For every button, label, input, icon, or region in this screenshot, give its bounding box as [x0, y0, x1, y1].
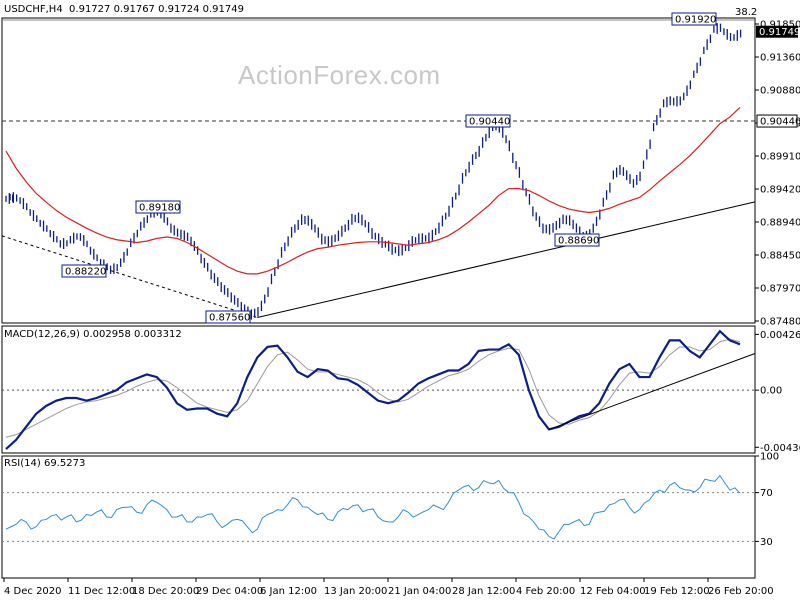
price-y-tick-label: 0.87480 [760, 317, 800, 328]
macd-y-tick-label: 0.00 [760, 386, 782, 397]
price-annotation-label: 0.91920 [675, 15, 716, 26]
price-y-tick-label: 0.88940 [760, 218, 800, 229]
rsi-line [5, 474, 741, 540]
price-y-tick-label: 0.89420 [760, 185, 800, 196]
price-falling-trendline [1, 235, 258, 319]
price-support-trendline [257, 201, 756, 319]
rsi-y-tick-label: 100 [760, 452, 779, 463]
rsi-panel-title: RSI(14) 69.5273 [4, 458, 86, 469]
price-y-tick-label: 0.89910 [760, 152, 800, 163]
price-y-tick-label: 0.88450 [760, 251, 800, 262]
x-tick-label: 12 Feb 04:00 [580, 586, 646, 597]
x-tick-label: 18 Dec 20:00 [132, 586, 199, 597]
rsi-y-tick-label: 30 [760, 537, 773, 548]
x-tick-label: 26 Feb 20:00 [708, 586, 774, 597]
price-chart-title: USDCHF,H4 0.91727 0.91767 0.91724 0.9174… [4, 4, 244, 15]
x-tick-label: 29 Dec 04:00 [196, 586, 263, 597]
current-price-tag [756, 25, 798, 38]
level-axis-tag-label: 0.90440 [760, 117, 800, 128]
watermark: ActionForex.com [238, 60, 441, 90]
price-annotation-box [465, 114, 511, 128]
macd-panel-title: MACD(12,26,9) 0.002958 0.003312 [4, 329, 182, 340]
x-tick-label: 4 Feb 20:00 [516, 586, 575, 597]
x-tick-label: 19 Feb 12:00 [644, 586, 710, 597]
price-annotation-label: 0.88220 [65, 267, 106, 278]
x-tick-label: 21 Jan 04:00 [388, 586, 451, 597]
x-tick-label: 11 Dec 12:00 [68, 586, 135, 597]
x-tick-label: 4 Dec 2020 [4, 586, 62, 597]
price-panel-frame [1, 17, 756, 324]
price-annotation-label: 0.89180 [139, 203, 180, 214]
price-y-tick-label: 0.91360 [760, 53, 800, 64]
price-annotation-label: 0.87560 [209, 313, 250, 324]
macd-y-tick-label: 0.004262 [760, 330, 800, 341]
price-annotation-box [205, 310, 251, 324]
level-axis-tag [756, 114, 798, 128]
current-price-label: 0.91749 [759, 27, 800, 38]
fib-level-label: 38.2 [735, 7, 757, 18]
macd-signal-line [5, 338, 741, 438]
price-annotation-label: 0.90440 [469, 117, 510, 128]
macd-y-tick-label: -0.004363 [760, 443, 800, 454]
price-annotation-box [554, 233, 600, 247]
x-tick-label: 6 Jan 12:00 [260, 586, 317, 597]
price-annotation-box [61, 264, 107, 278]
price-annotation-box [135, 200, 181, 214]
rsi-panel-frame [1, 455, 756, 579]
price-annotation-box [671, 12, 717, 26]
price-annotation-label: 0.88690 [558, 236, 599, 247]
price-sma-line [5, 106, 741, 275]
price-y-tick-label: 0.91850 [760, 20, 800, 31]
price-y-tick-label: 0.90880 [760, 86, 800, 97]
price-y-tick-label: 0.87970 [760, 284, 800, 295]
macd-main-line [5, 329, 741, 450]
macd-trendline [548, 353, 756, 430]
rsi-y-tick-label: 70 [760, 488, 773, 499]
x-tick-label: 13 Jan 20:00 [324, 586, 387, 597]
x-tick-label: 28 Jan 12:00 [452, 586, 515, 597]
macd-panel-frame [1, 325, 756, 454]
